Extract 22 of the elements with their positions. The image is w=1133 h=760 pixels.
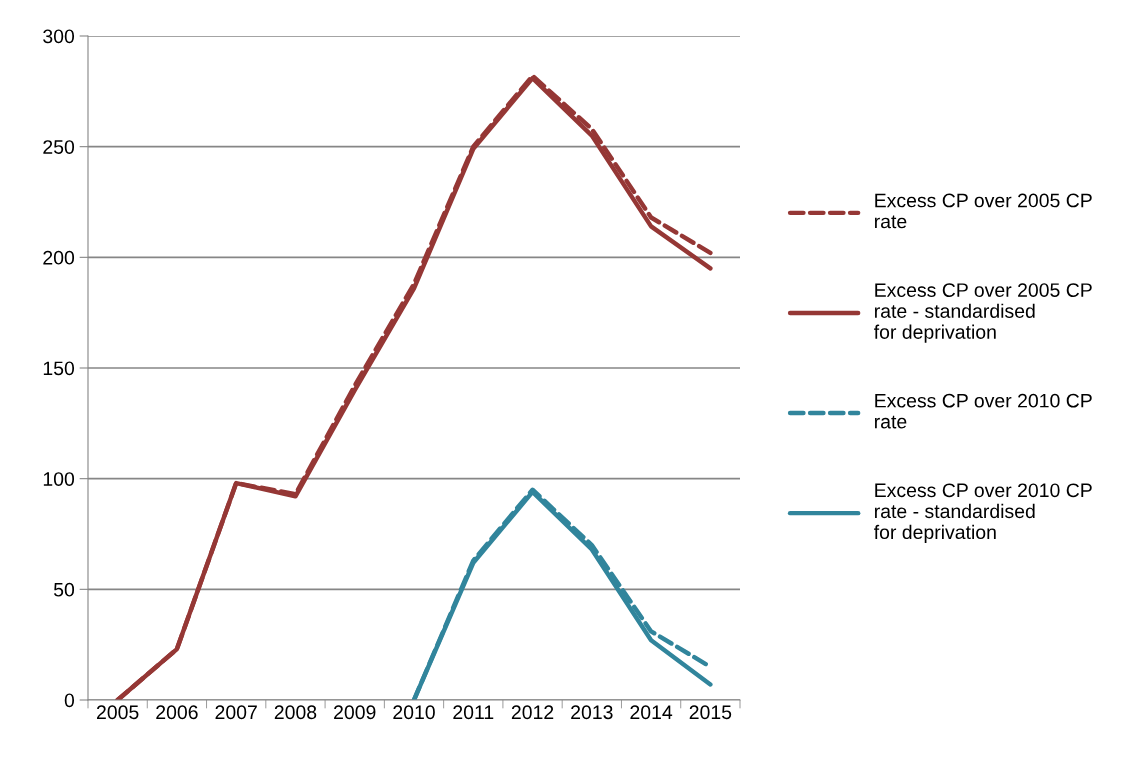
y-tick-label: 150 [43,361,75,376]
y-tick-label: 200 [43,250,75,265]
x-tick-label: 2014 [630,705,673,720]
x-tick-label: 2010 [393,705,435,720]
x-tick-label: 2008 [274,705,317,720]
y-tick-label: 250 [43,140,75,154]
y-tick-label: 300 [43,29,75,44]
y-tick-label: 50 [53,582,75,597]
legend-label: Excess CP over 2010 CP rate - standardised for deprivation [873,483,1092,543]
x-tick-label: 2009 [334,705,376,720]
x-tick-label: 2013 [571,705,613,720]
y-tick-label: 0 [64,693,75,708]
y-tick-label: 100 [43,472,75,486]
x-tick-label: 2011 [453,705,494,720]
legend-label: Excess CP over 2005 CP rate - standardised for deprivation [873,283,1092,343]
legend-label: Excess CP over 2005 CP rate [875,193,1092,229]
x-tick-label: 2015 [689,705,732,720]
legend-label: Excess CP over 2010 CP rate [875,393,1092,429]
x-tick-label: 2005 [96,705,139,720]
x-tick-label: 2012 [511,705,554,720]
x-tick-label: 2006 [156,705,198,720]
x-tick-label: 2007 [215,705,257,720]
